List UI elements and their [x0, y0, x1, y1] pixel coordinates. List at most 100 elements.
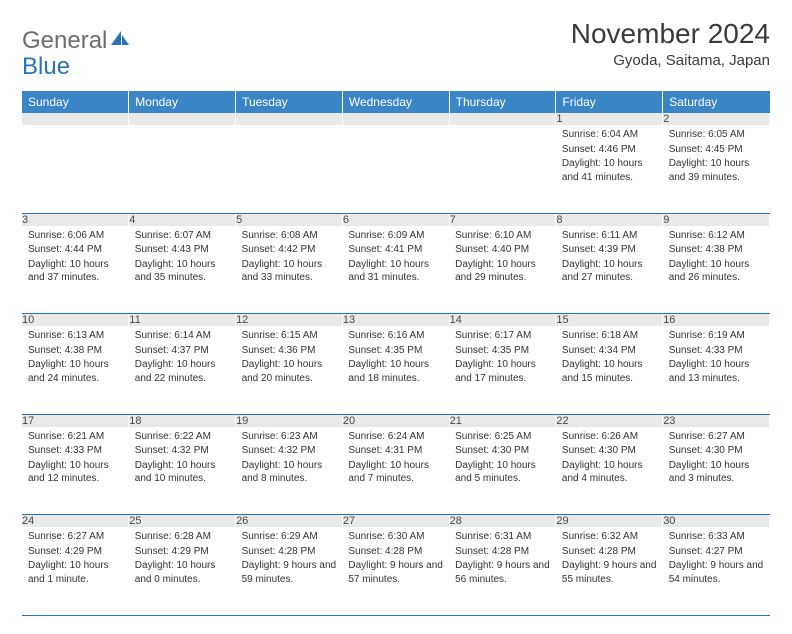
sunrise-text: Sunrise: 6:28 AM [135, 530, 230, 544]
day-content: Sunrise: 6:07 AMSunset: 4:43 PMDaylight:… [129, 226, 236, 290]
weekday-header-row: SundayMondayTuesdayWednesdayThursdayFrid… [22, 91, 770, 113]
calendar-table: SundayMondayTuesdayWednesdayThursdayFrid… [22, 91, 770, 616]
sunrise-text: Sunrise: 6:11 AM [562, 229, 657, 243]
sunset-text: Sunset: 4:28 PM [562, 545, 657, 559]
daylight-text: Daylight: 10 hours and 17 minutes. [455, 358, 550, 385]
day-number: 17 [22, 414, 129, 427]
day-content: Sunrise: 6:24 AMSunset: 4:31 PMDaylight:… [342, 427, 449, 491]
day-cell: Sunrise: 6:27 AMSunset: 4:30 PMDaylight:… [663, 427, 770, 515]
day-content: Sunrise: 6:15 AMSunset: 4:36 PMDaylight:… [236, 326, 343, 390]
day-number: 15 [556, 314, 663, 327]
day-number: 25 [129, 515, 236, 528]
calendar-page: General November 2024 Gyoda, Saitama, Ja… [0, 0, 792, 634]
day-number: 16 [663, 314, 770, 327]
day-number: 7 [449, 213, 556, 226]
sunrise-text: Sunrise: 6:04 AM [562, 128, 657, 142]
sunrise-text: Sunrise: 6:30 AM [348, 530, 443, 544]
day-content: Sunrise: 6:27 AMSunset: 4:30 PMDaylight:… [663, 427, 770, 491]
daylight-text: Daylight: 10 hours and 35 minutes. [135, 258, 230, 285]
sunset-text: Sunset: 4:30 PM [455, 444, 550, 458]
weekday-header: Monday [129, 91, 236, 113]
day-content: Sunrise: 6:32 AMSunset: 4:28 PMDaylight:… [556, 527, 663, 591]
sunrise-text: Sunrise: 6:31 AM [455, 530, 550, 544]
sunrise-text: Sunrise: 6:27 AM [669, 430, 764, 444]
day-cell: Sunrise: 6:10 AMSunset: 4:40 PMDaylight:… [449, 226, 556, 314]
daylight-text: Daylight: 10 hours and 20 minutes. [242, 358, 337, 385]
day-content: Sunrise: 6:19 AMSunset: 4:33 PMDaylight:… [663, 326, 770, 390]
day-cell [236, 125, 343, 213]
day-number [129, 113, 236, 125]
day-cell: Sunrise: 6:28 AMSunset: 4:29 PMDaylight:… [129, 527, 236, 615]
title-block: November 2024 Gyoda, Saitama, Japan [571, 18, 770, 69]
sunrise-text: Sunrise: 6:33 AM [669, 530, 764, 544]
day-number: 6 [342, 213, 449, 226]
sunset-text: Sunset: 4:38 PM [28, 344, 123, 358]
daylight-text: Daylight: 10 hours and 0 minutes. [135, 559, 230, 586]
weekday-header: Friday [556, 91, 663, 113]
brand-part1: General [22, 27, 107, 55]
daylight-text: Daylight: 10 hours and 27 minutes. [562, 258, 657, 285]
day-cell [342, 125, 449, 213]
day-number [22, 113, 129, 125]
day-cell: Sunrise: 6:06 AMSunset: 4:44 PMDaylight:… [22, 226, 129, 314]
day-number: 21 [449, 414, 556, 427]
sunrise-text: Sunrise: 6:29 AM [242, 530, 337, 544]
daylight-text: Daylight: 10 hours and 10 minutes. [135, 459, 230, 486]
week-row: Sunrise: 6:27 AMSunset: 4:29 PMDaylight:… [22, 527, 770, 615]
day-content: Sunrise: 6:09 AMSunset: 4:41 PMDaylight:… [342, 226, 449, 290]
daylight-text: Daylight: 10 hours and 4 minutes. [562, 459, 657, 486]
daylight-text: Daylight: 9 hours and 59 minutes. [242, 559, 337, 586]
day-content: Sunrise: 6:14 AMSunset: 4:37 PMDaylight:… [129, 326, 236, 390]
sunset-text: Sunset: 4:44 PM [28, 243, 123, 257]
day-number [449, 113, 556, 125]
day-number: 28 [449, 515, 556, 528]
sunset-text: Sunset: 4:33 PM [669, 344, 764, 358]
week-row: Sunrise: 6:04 AMSunset: 4:46 PMDaylight:… [22, 125, 770, 213]
sunset-text: Sunset: 4:28 PM [242, 545, 337, 559]
day-number: 2 [663, 113, 770, 125]
day-number: 3 [22, 213, 129, 226]
sunset-text: Sunset: 4:28 PM [455, 545, 550, 559]
sunset-text: Sunset: 4:45 PM [669, 143, 764, 157]
day-cell: Sunrise: 6:18 AMSunset: 4:34 PMDaylight:… [556, 326, 663, 414]
sunset-text: Sunset: 4:30 PM [562, 444, 657, 458]
day-cell: Sunrise: 6:19 AMSunset: 4:33 PMDaylight:… [663, 326, 770, 414]
daylight-text: Daylight: 10 hours and 7 minutes. [348, 459, 443, 486]
daylight-text: Daylight: 10 hours and 33 minutes. [242, 258, 337, 285]
day-content: Sunrise: 6:04 AMSunset: 4:46 PMDaylight:… [556, 125, 663, 189]
sunrise-text: Sunrise: 6:06 AM [28, 229, 123, 243]
day-content: Sunrise: 6:17 AMSunset: 4:35 PMDaylight:… [449, 326, 556, 390]
day-cell: Sunrise: 6:16 AMSunset: 4:35 PMDaylight:… [342, 326, 449, 414]
daylight-text: Daylight: 10 hours and 26 minutes. [669, 258, 764, 285]
sunrise-text: Sunrise: 6:25 AM [455, 430, 550, 444]
day-number: 27 [342, 515, 449, 528]
day-content: Sunrise: 6:12 AMSunset: 4:38 PMDaylight:… [663, 226, 770, 290]
weekday-header: Sunday [22, 91, 129, 113]
day-number [236, 113, 343, 125]
day-number: 13 [342, 314, 449, 327]
weekday-header: Wednesday [342, 91, 449, 113]
daylight-text: Daylight: 10 hours and 24 minutes. [28, 358, 123, 385]
daylight-text: Daylight: 9 hours and 56 minutes. [455, 559, 550, 586]
sunrise-text: Sunrise: 6:07 AM [135, 229, 230, 243]
day-content: Sunrise: 6:22 AMSunset: 4:32 PMDaylight:… [129, 427, 236, 491]
day-number: 12 [236, 314, 343, 327]
daylight-text: Daylight: 10 hours and 12 minutes. [28, 459, 123, 486]
daylight-text: Daylight: 10 hours and 15 minutes. [562, 358, 657, 385]
day-cell: Sunrise: 6:23 AMSunset: 4:32 PMDaylight:… [236, 427, 343, 515]
day-content: Sunrise: 6:28 AMSunset: 4:29 PMDaylight:… [129, 527, 236, 591]
location: Gyoda, Saitama, Japan [571, 52, 770, 69]
sunrise-text: Sunrise: 6:23 AM [242, 430, 337, 444]
daylight-text: Daylight: 9 hours and 55 minutes. [562, 559, 657, 586]
day-cell: Sunrise: 6:31 AMSunset: 4:28 PMDaylight:… [449, 527, 556, 615]
day-content: Sunrise: 6:10 AMSunset: 4:40 PMDaylight:… [449, 226, 556, 290]
day-cell: Sunrise: 6:15 AMSunset: 4:36 PMDaylight:… [236, 326, 343, 414]
day-content: Sunrise: 6:33 AMSunset: 4:27 PMDaylight:… [663, 527, 770, 591]
sunrise-text: Sunrise: 6:08 AM [242, 229, 337, 243]
daylight-text: Daylight: 10 hours and 41 minutes. [562, 157, 657, 184]
day-content: Sunrise: 6:06 AMSunset: 4:44 PMDaylight:… [22, 226, 129, 290]
sunset-text: Sunset: 4:34 PM [562, 344, 657, 358]
sunrise-text: Sunrise: 6:17 AM [455, 329, 550, 343]
sunset-text: Sunset: 4:36 PM [242, 344, 337, 358]
sunset-text: Sunset: 4:39 PM [562, 243, 657, 257]
